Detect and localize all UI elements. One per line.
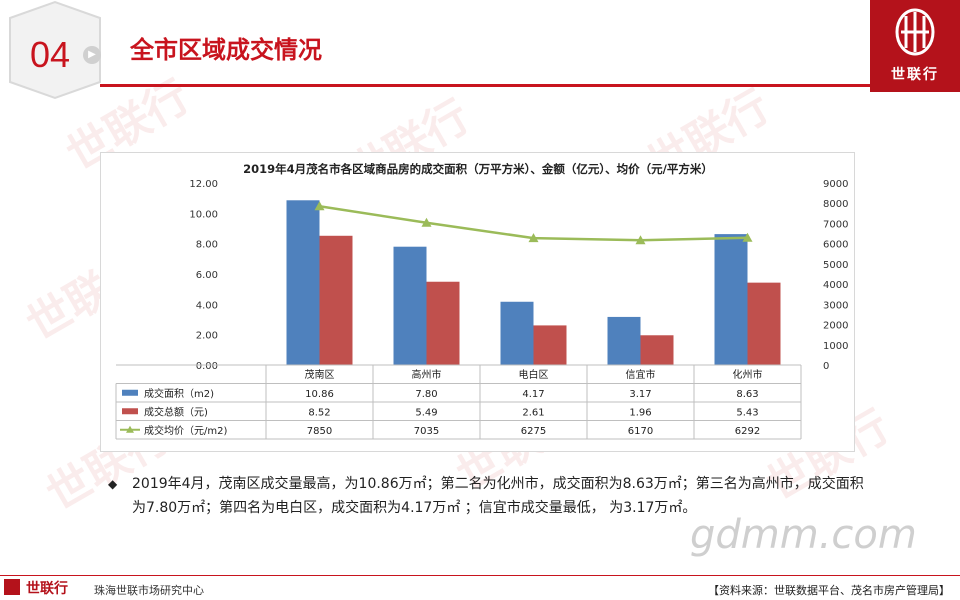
legend-swatch — [122, 408, 138, 415]
bar — [533, 325, 567, 365]
y-right-tick-label: 1000 — [823, 341, 848, 352]
legend-label: 成交总额（元) — [144, 405, 208, 418]
data-source: 【资料来源：世联数据平台、茂名市房产管理局】 — [708, 584, 950, 597]
x-tick-label: 信宜市 — [626, 368, 656, 381]
x-tick-label: 电白区 — [519, 368, 549, 381]
y-right-tick-label: 4000 — [823, 280, 848, 291]
y-right-tick-label: 2000 — [823, 321, 848, 332]
line-point — [742, 232, 753, 242]
data-label: 8.52 — [308, 407, 330, 418]
data-label: 7035 — [414, 426, 439, 437]
footer-brand: 世联行 — [26, 581, 68, 597]
data-label: 4.17 — [522, 389, 544, 400]
bar — [714, 234, 748, 365]
diamond-bullet-icon: ◆ — [108, 477, 118, 491]
title-divider — [100, 84, 870, 87]
data-label: 6292 — [735, 426, 760, 437]
y-right-tick-label: 3000 — [823, 300, 848, 311]
footer-center-name: 珠海世联市场研究中心 — [94, 584, 204, 597]
summary-text: 2019年4月，茂南区成交量最高，为10.86万㎡；第二名为化州市，成交面积为8… — [132, 476, 864, 516]
data-label: 1.96 — [629, 407, 651, 418]
y-right-tick-label: 9000 — [823, 179, 848, 190]
chart-panel: 2019年4月茂名市各区域商品房的成交面积（万平方米）、金额（亿元）、均价（元/… — [100, 152, 855, 452]
play-icon: ▶ — [83, 46, 101, 64]
legend-swatch — [126, 425, 134, 433]
y-left-tick-label: 8.00 — [196, 240, 218, 251]
legend-label: 成交均价（元/m2) — [144, 424, 227, 437]
bar — [319, 235, 353, 365]
y-left-tick-label: 12.00 — [189, 179, 218, 190]
footer-divider — [0, 575, 960, 576]
data-label: 7.80 — [415, 389, 437, 400]
bar — [426, 281, 460, 365]
line-point — [528, 233, 539, 243]
line-point — [635, 235, 646, 245]
x-tick-label: 化州市 — [733, 368, 763, 381]
data-label: 5.49 — [415, 407, 437, 418]
legend-swatch — [122, 389, 138, 396]
summary-paragraph: ◆ 2019年4月，茂南区成交量最高，为10.86万㎡；第二名为化州市，成交面积… — [108, 472, 868, 520]
y-right-tick-label: 6000 — [823, 240, 848, 251]
data-label: 6275 — [521, 426, 546, 437]
line-point — [314, 201, 325, 211]
y-right-tick-label: 0 — [823, 361, 829, 372]
bar — [500, 301, 534, 365]
logo-text: 世联行 — [891, 67, 939, 83]
data-label: 6170 — [628, 426, 653, 437]
y-left-tick-label: 0.00 — [196, 361, 218, 372]
y-left-tick-label: 6.00 — [196, 270, 218, 281]
data-label: 5.43 — [736, 407, 758, 418]
data-label: 3.17 — [629, 389, 651, 400]
combo-chart: 2019年4月茂名市各区域商品房的成交面积（万平方米）、金额（亿元）、均价（元/… — [115, 162, 848, 440]
bar — [640, 335, 674, 365]
logo-mark-icon — [895, 8, 935, 56]
site-watermark: gdmm.com — [690, 512, 917, 558]
data-label: 10.86 — [305, 389, 334, 400]
bar — [393, 246, 427, 365]
page-title: 全市区域成交情况 — [130, 36, 322, 64]
chart-title: 2019年4月茂名市各区域商品房的成交面积（万平方米）、金额（亿元）、均价（元/… — [243, 162, 713, 176]
section-badge — [9, 0, 101, 100]
x-tick-label: 高州市 — [412, 368, 442, 381]
y-left-tick-label: 10.00 — [189, 209, 218, 220]
data-label: 2.61 — [522, 407, 544, 418]
line-point — [421, 217, 432, 227]
y-left-tick-label: 4.00 — [196, 300, 218, 311]
bar — [607, 316, 641, 365]
y-right-tick-label: 8000 — [823, 199, 848, 210]
y-right-tick-label: 5000 — [823, 260, 848, 271]
brand-logo: 世联行 — [870, 0, 960, 92]
y-left-tick-label: 2.00 — [196, 331, 218, 342]
bar — [286, 200, 320, 365]
bar — [747, 282, 781, 365]
data-label: 8.63 — [736, 389, 758, 400]
x-tick-label: 茂南区 — [305, 368, 335, 381]
data-label: 7850 — [307, 426, 332, 437]
footer-logo-icon — [4, 579, 20, 595]
legend-label: 成交面积（m2) — [144, 387, 214, 400]
section-number: 04 — [30, 34, 71, 75]
y-right-tick-label: 7000 — [823, 219, 848, 230]
